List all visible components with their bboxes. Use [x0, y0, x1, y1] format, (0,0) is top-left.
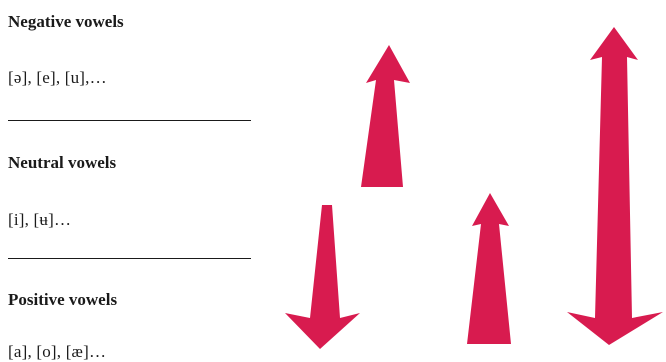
- down-arrow-icon: [285, 205, 360, 349]
- negative-vowels-list: [ə], [e], [u],…: [8, 68, 107, 87]
- neutral-vowels-title: Neutral vowels: [8, 153, 117, 172]
- positive-vowels-title: Positive vowels: [8, 290, 118, 309]
- double-arrow-icon: [567, 27, 663, 345]
- divider: [8, 258, 251, 259]
- up-arrow-icon: [361, 45, 410, 187]
- negative-vowels-title: Negative vowels: [8, 12, 124, 31]
- neutral-vowels-list: [i], [ʉ]…: [8, 210, 72, 229]
- divider: [8, 120, 251, 121]
- up-arrow-icon: [467, 193, 511, 344]
- vowel-legend: Negative vowels [ə], [e], [u],… Neutral …: [8, 0, 258, 361]
- positive-vowels-list: [a], [o], [æ]…: [8, 342, 107, 361]
